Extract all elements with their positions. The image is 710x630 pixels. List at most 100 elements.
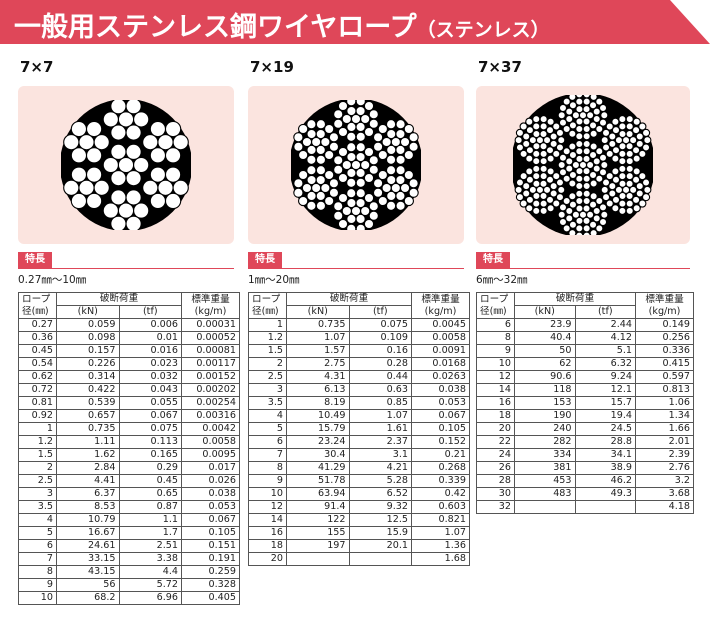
cell-weight: 0.415 xyxy=(635,357,694,371)
spec-table-7x37: ロープ 径(㎜) 破断荷重 標準重量 (kg/m) (kN) (tf) 6 23.9 2… xyxy=(476,292,694,514)
cell-diameter: 14 xyxy=(476,383,515,397)
cell-diameter: 0.45 xyxy=(18,344,57,358)
cell-weight: 3.68 xyxy=(635,487,694,501)
cell-tf: 0.29 xyxy=(118,461,182,475)
cell-tf: 38.9 xyxy=(574,461,636,475)
table-row: 0.54 0.226 0.023 0.00117 xyxy=(18,357,240,371)
cell-diameter: 0.92 xyxy=(18,409,57,423)
header-breaking-load: 破断荷重 xyxy=(56,292,182,306)
table-row: 6 23.9 2.44 0.149 xyxy=(476,318,694,332)
cell-weight: 0.038 xyxy=(181,487,240,501)
rope-7x19-cross-section-image xyxy=(291,100,421,230)
header-corner-notch xyxy=(670,0,710,44)
cell-diameter: 3 xyxy=(18,487,57,501)
cell-kn: 334 xyxy=(514,448,576,462)
cell-weight: 0.21 xyxy=(411,448,470,462)
cell-kn: 63.94 xyxy=(286,487,350,501)
cell-tf: 12.5 xyxy=(348,513,412,527)
table-row: 3.5 8.19 0.85 0.053 xyxy=(248,396,470,410)
cell-weight: 0.42 xyxy=(411,487,470,501)
cell-kn: 1.57 xyxy=(286,344,350,358)
cell-diameter: 16 xyxy=(476,396,515,410)
header-breaking-load: 破断荷重 xyxy=(286,292,412,306)
cell-tf: 0.109 xyxy=(348,331,412,345)
cell-weight: 0.026 xyxy=(181,474,240,488)
cell-kn: 23.24 xyxy=(286,435,350,449)
cell-kn: 24.61 xyxy=(56,539,120,553)
cell-tf: 5.72 xyxy=(118,578,182,592)
cell-weight: 0.597 xyxy=(635,370,694,384)
table-row: 0.45 0.157 0.016 0.00081 xyxy=(18,344,240,358)
table-row: 0.27 0.059 0.006 0.00031 xyxy=(18,318,240,332)
cell-kn: 0.059 xyxy=(56,318,120,332)
header-weight: 標準重量 (kg/m) xyxy=(411,292,470,319)
cell-kn: 0.422 xyxy=(56,383,120,397)
cell-tf: 0.067 xyxy=(118,409,182,423)
table-row: 20 1.68 xyxy=(248,552,470,566)
cell-tf: 2.51 xyxy=(118,539,182,553)
cell-weight: 0.821 xyxy=(411,513,470,527)
feature-badge: 特長 xyxy=(18,252,52,268)
cell-diameter: 4 xyxy=(248,409,287,423)
cell-weight: 3.2 xyxy=(635,474,694,488)
spec-table-7x7: ロープ 径(㎜) 破断荷重 標準重量 (kg/m) (kN) (tf) 0.27 0.… xyxy=(18,292,240,605)
cell-weight: 0.017 xyxy=(181,461,240,475)
cell-kn: 118 xyxy=(514,383,576,397)
cell-tf: 9.24 xyxy=(574,370,636,384)
cell-diameter: 0.36 xyxy=(18,331,57,345)
cell-kn: 6.37 xyxy=(56,487,120,501)
cell-diameter: 3 xyxy=(248,383,287,397)
product-name: 7×7 xyxy=(20,58,54,76)
cell-diameter: 10 xyxy=(18,591,57,605)
diameter-range: 0.27㎜～10㎜ xyxy=(18,274,87,286)
feature-badge: 特長 xyxy=(476,252,510,268)
cell-kn: 50 xyxy=(514,344,576,358)
rope-cross-section-panel xyxy=(248,86,464,244)
cell-diameter: 2 xyxy=(248,357,287,371)
table-row: 18 190 19.4 1.34 xyxy=(476,409,694,423)
table-row: 1.2 1.11 0.113 0.0058 xyxy=(18,435,240,449)
cell-kn: 240 xyxy=(514,422,576,436)
table-row: 30 483 49.3 3.68 xyxy=(476,487,694,501)
cell-kn: 40.4 xyxy=(514,331,576,345)
rope-cross-section-panel xyxy=(476,86,690,244)
page-header: 一般用ステンレス鋼ワイヤロープ（ステンレス） xyxy=(0,0,710,44)
cell-kn xyxy=(286,552,350,566)
table-row: 2 2.84 0.29 0.017 xyxy=(18,461,240,475)
table-row: 0.72 0.422 0.043 0.00202 xyxy=(18,383,240,397)
cell-weight: 0.328 xyxy=(181,578,240,592)
cell-diameter: 6 xyxy=(248,435,287,449)
cell-weight: 0.105 xyxy=(411,422,470,436)
cell-kn: 0.314 xyxy=(56,370,120,384)
cell-kn: 1.07 xyxy=(286,331,350,345)
cell-weight: 0.336 xyxy=(635,344,694,358)
cell-diameter: 2.5 xyxy=(18,474,57,488)
diameter-range: 6㎜～32㎜ xyxy=(476,274,528,286)
cell-tf: 3.1 xyxy=(348,448,412,462)
rope-7x7-cross-section-image xyxy=(61,100,191,230)
table-row: 2.5 4.41 0.45 0.026 xyxy=(18,474,240,488)
cell-diameter: 9 xyxy=(476,344,515,358)
table-row: 18 197 20.1 1.36 xyxy=(248,539,470,553)
cell-weight: 0.0058 xyxy=(411,331,470,345)
table-row: 1.5 1.57 0.16 0.0091 xyxy=(248,344,470,358)
cell-diameter: 24 xyxy=(476,448,515,462)
table-row: 14 118 12.1 0.813 xyxy=(476,383,694,397)
table-row: 10 62 6.32 0.415 xyxy=(476,357,694,371)
cell-tf xyxy=(574,500,636,514)
cell-tf: 0.65 xyxy=(118,487,182,501)
cell-diameter: 30 xyxy=(476,487,515,501)
table-row: 3.5 8.53 0.87 0.053 xyxy=(18,500,240,514)
table-row: 9 51.78 5.28 0.339 xyxy=(248,474,470,488)
cell-weight: 0.00152 xyxy=(181,370,240,384)
table-row: 24 334 34.1 2.39 xyxy=(476,448,694,462)
cell-tf: 19.4 xyxy=(574,409,636,423)
table-row: 16 155 15.9 1.07 xyxy=(248,526,470,540)
cell-kn: 56 xyxy=(56,578,120,592)
cell-diameter: 6 xyxy=(18,539,57,553)
cell-diameter: 1.5 xyxy=(18,448,57,462)
cell-diameter: 1.2 xyxy=(248,331,287,345)
cell-weight: 0.339 xyxy=(411,474,470,488)
cell-diameter: 1.2 xyxy=(18,435,57,449)
cell-tf: 12.1 xyxy=(574,383,636,397)
